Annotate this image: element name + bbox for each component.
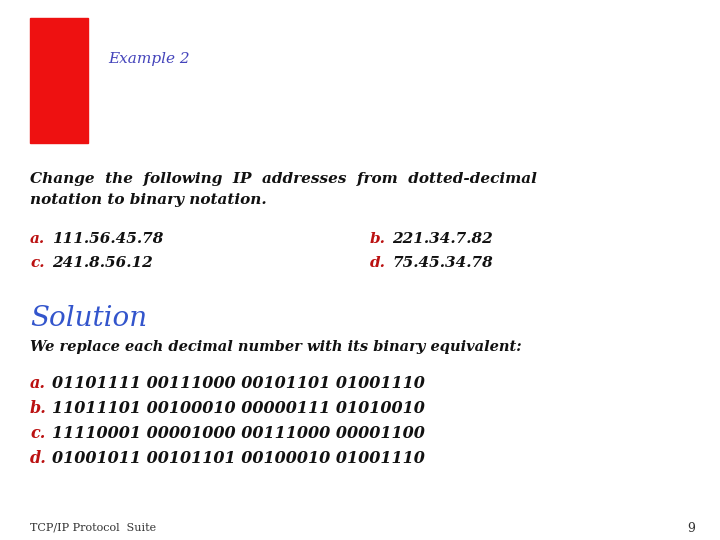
Text: 01101111 00111000 00101101 01001110: 01101111 00111000 00101101 01001110: [52, 375, 425, 392]
Text: 221.34.7.82: 221.34.7.82: [392, 232, 492, 246]
Text: 9: 9: [687, 522, 695, 535]
Text: 111.56.45.78: 111.56.45.78: [52, 232, 163, 246]
Text: d.: d.: [30, 450, 47, 467]
Text: d.: d.: [370, 256, 386, 270]
Text: b.: b.: [370, 232, 386, 246]
Bar: [30, 18, 88, 143]
Text: a.: a.: [30, 232, 45, 246]
Text: 11011101 00100010 00000111 01010010: 11011101 00100010 00000111 01010010: [52, 400, 425, 417]
Text: Solution: Solution: [30, 305, 147, 332]
Text: b.: b.: [30, 400, 47, 417]
Text: a.: a.: [30, 375, 46, 392]
Text: Example 2: Example 2: [108, 52, 189, 66]
Text: 75.45.34.78: 75.45.34.78: [392, 256, 492, 270]
Text: We replace each decimal number with its binary equivalent:: We replace each decimal number with its …: [30, 340, 521, 354]
Text: c.: c.: [30, 425, 45, 442]
Text: Change  the  following  IP  addresses  from  dotted-decimal
notation to binary n: Change the following IP addresses from d…: [30, 172, 537, 207]
Text: 01001011 00101101 00100010 01001110: 01001011 00101101 00100010 01001110: [52, 450, 425, 467]
Text: 11110001 00001000 00111000 00001100: 11110001 00001000 00111000 00001100: [52, 425, 425, 442]
Text: c.: c.: [30, 256, 45, 270]
Text: 241.8.56.12: 241.8.56.12: [52, 256, 153, 270]
Text: TCP/IP Protocol  Suite: TCP/IP Protocol Suite: [30, 522, 156, 532]
